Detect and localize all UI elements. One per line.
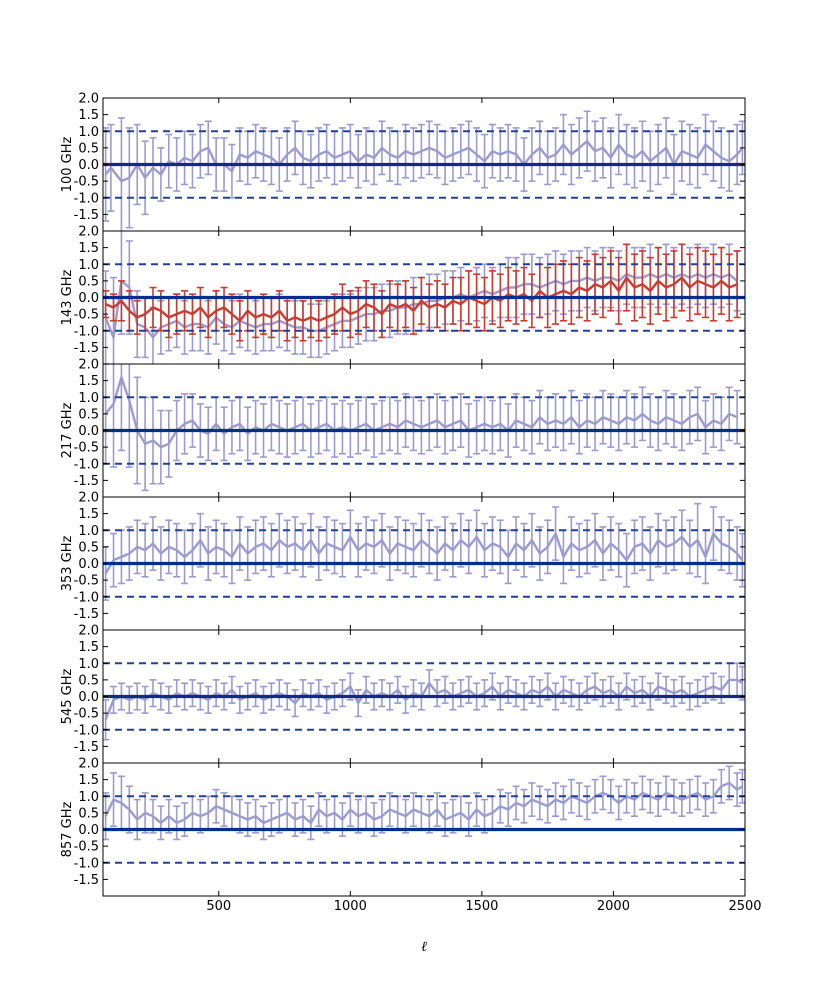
panel-data xyxy=(103,364,741,492)
panel-ylabel: 857 GHz xyxy=(60,802,75,858)
y-tick-label: 1.0 xyxy=(78,391,99,406)
y-tick-label: 0.0 xyxy=(78,823,99,838)
y-tick-label: 0.5 xyxy=(78,141,99,156)
panel-ylabel: 143 GHz xyxy=(60,270,75,326)
y-tick-label: 1.5 xyxy=(78,374,99,389)
x-axis-label: ℓ xyxy=(421,939,427,955)
y-tick-label: 0.0 xyxy=(78,158,99,173)
panel-5: 2.01.5 1.00.5 0.0 -0.5-1.0 -1.5 857 GHz xyxy=(60,757,746,897)
panel-1: 2.01.5 1.00.5 0.0 -0.5-1.0 -1.5 143 GHz xyxy=(60,225,746,365)
panel-0: 2.01.5 1.00.5 0.0 -0.5-1.0 -1.5 100 GHz xyxy=(60,92,746,232)
y-tick-label: -1.5 xyxy=(74,208,99,223)
y-tick-label: 0.0 xyxy=(78,424,99,439)
y-tick-label: -1.0 xyxy=(74,457,99,472)
y-tick-label: 1.0 xyxy=(78,657,99,672)
y-tick-label: 1.0 xyxy=(78,258,99,273)
panel-ylabel: 217 GHz xyxy=(60,403,75,459)
panel-ylabel: 100 GHz xyxy=(60,137,75,193)
y-tick-label: -1.0 xyxy=(74,856,99,871)
y-tick-label: -1.0 xyxy=(74,590,99,605)
y-tick-label: 1.5 xyxy=(78,108,99,123)
y-tick-label: -1.5 xyxy=(74,607,99,622)
y-tick-label: 1.0 xyxy=(78,524,99,539)
series-1 xyxy=(103,243,741,342)
y-tick-label: 2.0 xyxy=(78,358,99,373)
y-tick-label: -0.5 xyxy=(74,308,99,323)
y-tick-label: 0.5 xyxy=(78,806,99,821)
panel-ylabel: 545 GHz xyxy=(60,669,75,725)
series-0 xyxy=(103,662,745,741)
series-line xyxy=(104,139,744,183)
y-tick-label: 1.0 xyxy=(78,790,99,805)
panel-data xyxy=(103,231,741,364)
y-tick-label: 2.0 xyxy=(78,624,99,639)
y-tick-label: -1.5 xyxy=(74,341,99,356)
y-tick-label: -1.5 xyxy=(74,474,99,489)
y-tick-label: -0.5 xyxy=(74,574,99,589)
y-tick-label: 2.0 xyxy=(78,491,99,506)
panel-4: 2.01.5 1.00.5 0.0 -0.5-1.0 -1.5 545 GHz xyxy=(60,624,746,764)
panel-data xyxy=(103,662,745,741)
y-tick-label: 1.5 xyxy=(78,640,99,655)
x-tick-label: 2000 xyxy=(597,899,630,914)
y-tick-label: -0.5 xyxy=(74,175,99,190)
y-tick-label: 0.0 xyxy=(78,291,99,306)
y-tick-label: 1.5 xyxy=(78,241,99,256)
y-tick-label: -1.0 xyxy=(74,191,99,206)
x-tick-label: 2500 xyxy=(728,899,761,914)
y-tick-label: 0.5 xyxy=(78,407,99,422)
y-tick-label: -0.5 xyxy=(74,707,99,722)
series-line xyxy=(104,781,744,825)
y-tick-label: 2.0 xyxy=(78,225,99,240)
y-tick-label: -1.0 xyxy=(74,723,99,738)
panel-ylabel: 353 GHz xyxy=(60,536,75,592)
series-0 xyxy=(103,765,745,841)
y-tick-label: 2.0 xyxy=(78,757,99,772)
series-line xyxy=(104,532,744,575)
y-tick-label: 0.5 xyxy=(78,673,99,688)
y-tick-label: -1.5 xyxy=(74,873,99,888)
y-tick-label: 1.0 xyxy=(78,125,99,140)
y-tick-label: 0.5 xyxy=(78,274,99,289)
series-line xyxy=(105,276,738,322)
x-tick-label: 1500 xyxy=(465,899,498,914)
y-tick-label: 0.5 xyxy=(78,540,99,555)
series-0 xyxy=(103,364,741,492)
y-tick-label: -1.0 xyxy=(74,324,99,339)
y-tick-label: -1.5 xyxy=(74,740,99,755)
panel-2: 2.01.5 1.00.5 0.0 -0.5-1.0 -1.5 217 GHz xyxy=(60,358,746,498)
panel-data xyxy=(103,502,745,601)
x-tick-label: 1000 xyxy=(334,899,367,914)
series-0 xyxy=(103,502,745,601)
panel-data xyxy=(103,765,745,841)
panel-3: 2.01.5 1.00.5 0.0 -0.5-1.0 -1.5 353 GHz xyxy=(60,491,746,631)
y-tick-label: -0.5 xyxy=(74,441,99,456)
y-tick-label: 1.5 xyxy=(78,773,99,788)
y-tick-label: 1.5 xyxy=(78,507,99,522)
y-tick-label: 0.0 xyxy=(78,690,99,705)
y-tick-label: -0.5 xyxy=(74,840,99,855)
y-tick-label: 0.0 xyxy=(78,557,99,572)
y-tick-label: 2.0 xyxy=(78,92,99,107)
x-tick-label: 500 xyxy=(206,899,231,914)
